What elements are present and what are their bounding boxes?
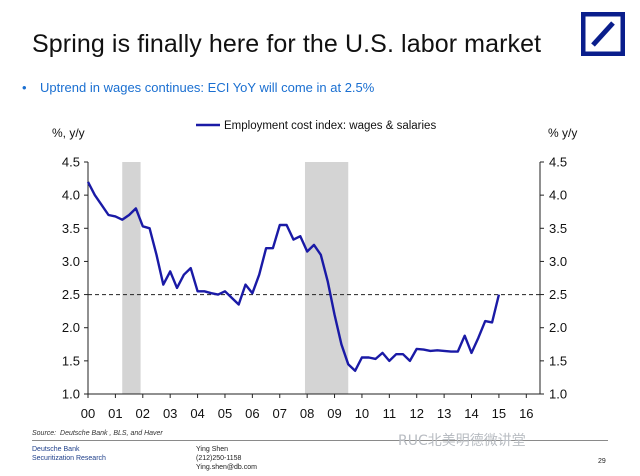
footer-contact-name: Ying Shen <box>196 446 229 453</box>
footer-contact-email: Ying.shen@db.com <box>196 464 257 471</box>
recession-band-1 <box>122 162 141 394</box>
y-tick-label-right: 2.5 <box>549 287 567 302</box>
x-tick-label: 15 <box>492 406 506 421</box>
y-tick-label-right: 2.0 <box>549 320 567 335</box>
x-tick-label: 05 <box>218 406 232 421</box>
y-tick-label-left: 4.0 <box>62 188 80 203</box>
x-tick-label: 01 <box>108 406 122 421</box>
footer-contact-phone: (212)250-1158 <box>196 455 242 462</box>
x-tick-label: 07 <box>273 406 287 421</box>
bullet-point: • Uptrend in wages continues: ECI YoY wil… <box>22 80 374 95</box>
footer-divider <box>32 440 608 441</box>
y-tick-label-left: 2.0 <box>62 320 80 335</box>
y-tick-label-left: 4.5 <box>62 155 80 170</box>
y-axis-right-label: % y/y <box>548 126 577 140</box>
x-tick-label: 04 <box>190 406 204 421</box>
series-line-eci-wages <box>86 181 501 372</box>
footer-company-line1: Deutsche Bank <box>32 446 80 453</box>
wechat-watermark: RUC北美明德微讲堂 <box>398 433 526 449</box>
source-label: Source: <box>32 430 57 437</box>
bullet-text: Uptrend in wages continues: ECI YoY will… <box>40 80 375 95</box>
x-tick-label: 12 <box>409 406 423 421</box>
y-tick-label-right: 4.0 <box>549 188 567 203</box>
y-axis-left-label: %, y/y <box>52 126 85 140</box>
x-tick-label: 13 <box>437 406 451 421</box>
source-note: Source: Deutsche Bank , BLS, and Haver <box>32 430 163 437</box>
x-tick-label: 02 <box>136 406 150 421</box>
y-tick-label-right: 3.0 <box>549 254 567 269</box>
y-tick-label-right: 1.0 <box>549 387 567 402</box>
y-tick-label-left: 3.0 <box>62 254 80 269</box>
x-tick-label: 14 <box>464 406 478 421</box>
chart-legend: Employment cost index: wages & salaries <box>196 120 436 132</box>
x-tick-label: 11 <box>383 406 397 421</box>
footer-company-line2: Securitization Research <box>32 455 106 462</box>
y-tick-label-left: 1.0 <box>62 387 80 402</box>
x-tick-label: 08 <box>300 406 314 421</box>
bullet-icon: • <box>22 80 27 95</box>
y-tick-label-right: 4.5 <box>549 155 567 170</box>
y-tick-label-right: 1.5 <box>549 353 567 368</box>
y-tick-label-right: 3.5 <box>549 221 567 236</box>
x-tick-label: 16 <box>519 406 533 421</box>
x-tick-label: 06 <box>245 406 259 421</box>
deutsche-bank-logo-icon <box>581 12 625 56</box>
legend-label: Employment cost index: wages & salaries <box>224 120 436 132</box>
x-tick-label: 10 <box>355 406 369 421</box>
x-tick-label: 03 <box>163 406 177 421</box>
page-number: 29 <box>598 458 606 465</box>
x-tick-label: 09 <box>327 406 341 421</box>
slide-title: Spring is finally here for the U.S. labo… <box>32 30 542 58</box>
y-tick-label-left: 3.5 <box>62 221 80 236</box>
x-tick-label: 00 <box>81 406 95 421</box>
y-tick-label-left: 2.5 <box>62 287 80 302</box>
y-tick-label-left: 1.5 <box>62 353 80 368</box>
source-text: Deutsche Bank , BLS, and Haver <box>60 430 163 437</box>
